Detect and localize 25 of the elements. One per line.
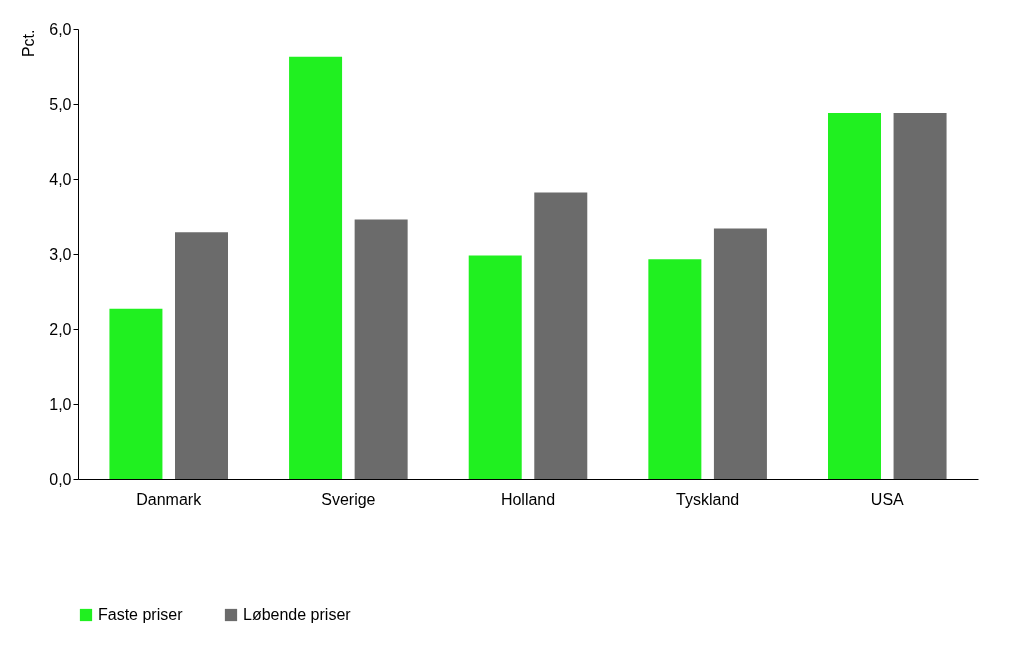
y-tick-label: 5,0 <box>49 95 72 113</box>
bar <box>713 228 767 479</box>
x-tick-label: Sverige <box>321 490 376 508</box>
bar <box>828 113 881 479</box>
y-tick-label: 0,0 <box>49 470 72 488</box>
y-tick-label: 6,0 <box>49 20 72 38</box>
bar <box>468 255 522 479</box>
x-tick-label: USA <box>870 490 905 508</box>
legend-label: Faste priser <box>98 606 184 623</box>
legend-label: Løbende priser <box>243 606 352 623</box>
x-tick-label: Tyskland <box>676 490 740 508</box>
bar <box>175 232 228 479</box>
y-axis-title: Pct. <box>20 29 38 58</box>
x-tick-label: Danmark <box>136 490 203 508</box>
bar <box>354 219 408 479</box>
y-tick-label: 2,0 <box>49 320 72 338</box>
y-tick-label: 4,0 <box>49 170 72 188</box>
y-tick-label: 1,0 <box>49 395 72 413</box>
y-tick-label: 3,0 <box>49 245 72 263</box>
bar <box>109 308 163 479</box>
x-tick-label: Holland <box>500 490 556 508</box>
bar <box>534 192 588 479</box>
bar <box>289 56 343 479</box>
bar <box>893 113 947 479</box>
bar <box>648 259 702 479</box>
